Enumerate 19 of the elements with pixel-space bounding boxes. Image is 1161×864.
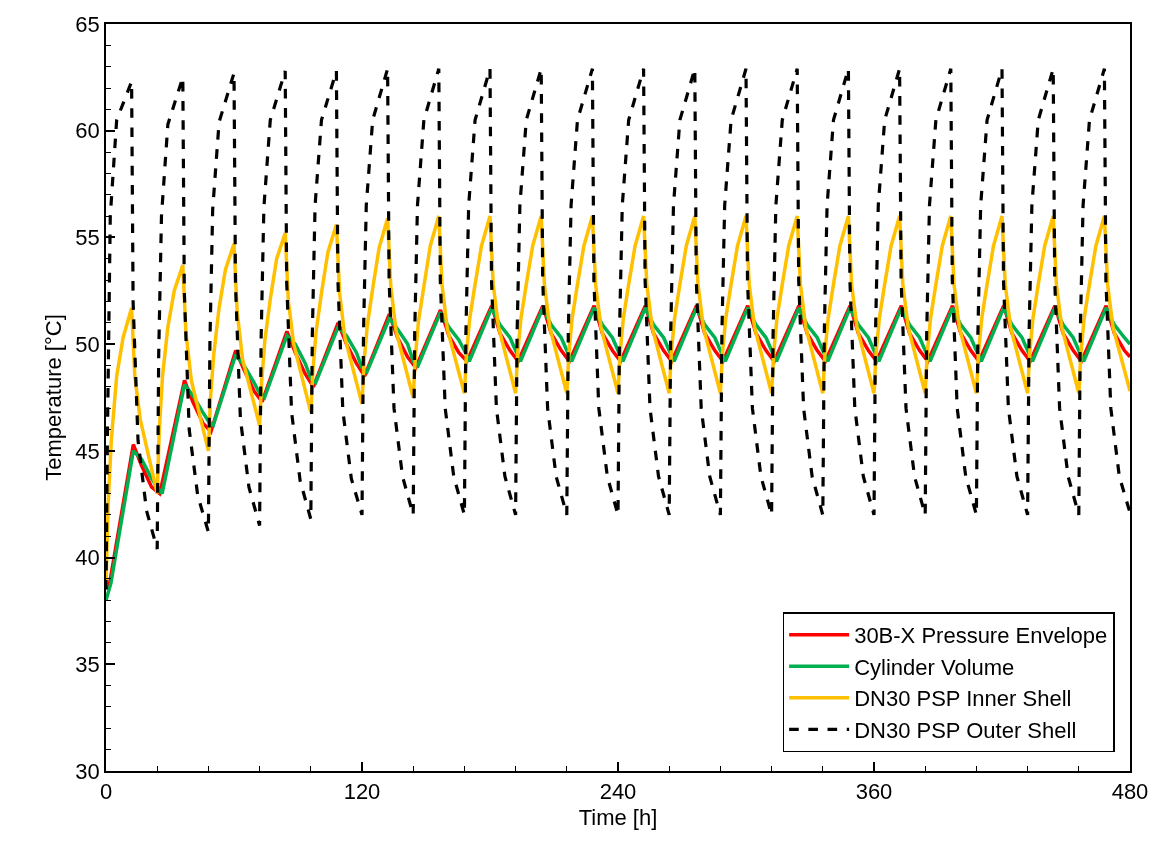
x-axis-title: Time [h] [578, 804, 658, 830]
x-tick-label: 120 [343, 779, 381, 805]
legend-label: DN30 PSP Outer Shell [854, 718, 1077, 744]
y-tick-label: 55 [75, 225, 100, 251]
y-tick-label: 60 [75, 118, 100, 144]
legend-label: DN30 PSP Inner Shell [854, 686, 1072, 712]
legend-label: Cylinder Volume [854, 654, 1015, 680]
y-axis-title: Temperature [°C] [40, 314, 66, 481]
x-tick-label: 0 [99, 779, 113, 805]
legend-label: 30B-X Pressure Envelope [854, 623, 1108, 649]
x-tick-label: 480 [1111, 779, 1149, 805]
x-tick-label: 240 [599, 779, 637, 805]
y-tick-label: 30 [75, 758, 100, 784]
y-tick-label: 45 [75, 438, 100, 464]
x-tick-label: 360 [855, 779, 893, 805]
y-tick-label: 35 [75, 651, 100, 677]
y-tick-label: 40 [75, 545, 100, 571]
y-tick-label: 50 [75, 331, 100, 357]
y-tick-label: 65 [75, 11, 100, 37]
